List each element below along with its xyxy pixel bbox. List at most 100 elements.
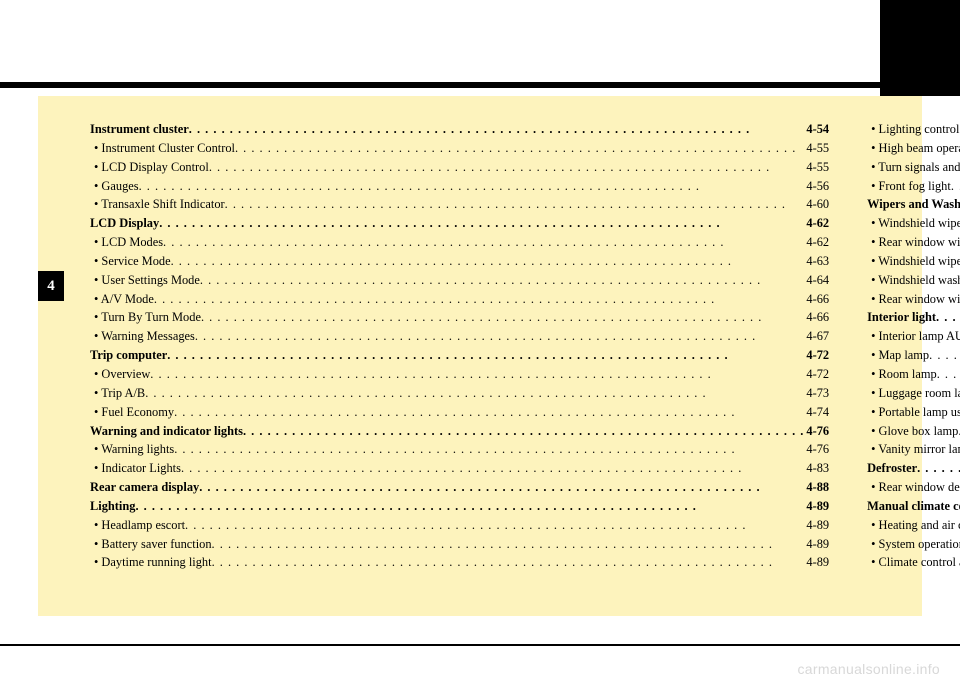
toc-row: • LCD Display Control 4-55 — [90, 158, 829, 177]
toc-dots — [212, 553, 805, 572]
toc-label: • User Settings Mode — [94, 271, 200, 290]
toc-label: • Turn signals and lane change signals — [871, 158, 960, 177]
toc-row: • Interior lamp AUTO cut 4-97 — [867, 327, 960, 346]
toc-row: • Instrument Cluster Control 4-55 — [90, 139, 829, 158]
toc-dots — [171, 252, 805, 271]
toc-dots — [951, 177, 960, 196]
toc-label: LCD Display — [90, 214, 159, 233]
toc-right-column: • Lighting control 4-90• High beam opera… — [867, 120, 960, 592]
toc-dots — [154, 290, 805, 309]
toc-row: • Battery saver function 4-89 — [90, 535, 829, 554]
toc-page: 4-89 — [804, 516, 829, 535]
toc-page: 4-62 — [804, 233, 829, 252]
toc-dots — [917, 459, 960, 478]
toc-label: • Front fog light — [871, 177, 951, 196]
toc-label: • Battery saver function — [94, 535, 212, 554]
toc-page: 4-60 — [804, 195, 829, 214]
toc-row: • Gauges 4-56 — [90, 177, 829, 196]
toc-columns: Instrument cluster 4-54• Instrument Clus… — [90, 120, 892, 592]
toc-label: • Rear window wiper/washer — [871, 233, 960, 252]
toc-dots — [243, 422, 804, 441]
toc-row: • Service Mode 4-63 — [90, 252, 829, 271]
toc-row: • Vanity mirror lamp 4-101 — [867, 440, 960, 459]
toc-row: • Map lamp 4-97 — [867, 346, 960, 365]
toc-label: • Luggage room lamp — [871, 384, 960, 403]
toc-left-column: Instrument cluster 4-54• Instrument Clus… — [90, 120, 829, 592]
toc-label: • Indicator Lights — [94, 459, 181, 478]
toc-page: 4-74 — [804, 403, 829, 422]
toc-label: Interior light — [867, 308, 936, 327]
toc-label: • Gauges — [94, 177, 139, 196]
toc-page: 4-72 — [804, 365, 829, 384]
toc-label: • Map lamp — [871, 346, 929, 365]
toc-row: • Rear window wiper/washer 4-94 — [867, 233, 960, 252]
toc-page: 4-56 — [804, 177, 829, 196]
toc-row: • LCD Modes 4-62 — [90, 233, 829, 252]
toc-label: Warning and indicator lights — [90, 422, 243, 441]
toc-row: • Turn signals and lane change signals 4… — [867, 158, 960, 177]
toc-dots — [201, 308, 804, 327]
toc-label: • Interior lamp AUTO cut — [871, 327, 960, 346]
toc-page: 4-89 — [804, 497, 829, 516]
toc-row: • Luggage room lamp 4-99 — [867, 384, 960, 403]
toc-row: Warning and indicator lights 4-76 — [90, 422, 829, 441]
toc-row: • Front fog light 4-93 — [867, 177, 960, 196]
toc-page: 4-62 — [804, 214, 829, 233]
toc-label: • LCD Modes — [94, 233, 163, 252]
toc-row: Manual climate control system 4-104 — [867, 497, 960, 516]
toc-dots — [929, 346, 960, 365]
toc-dots — [185, 516, 804, 535]
toc-row: • User Settings Mode 4-64 — [90, 271, 829, 290]
toc-page: 4-66 — [804, 308, 829, 327]
toc-label: • Trip A/B — [94, 384, 145, 403]
toc-label: • Glove box lamp — [871, 422, 958, 441]
black-corner — [880, 0, 960, 96]
toc-label: • Vanity mirror lamp — [871, 440, 960, 459]
toc-label: • Turn By Turn Mode — [94, 308, 201, 327]
toc-page: 4-72 — [804, 346, 829, 365]
toc-dots — [145, 384, 804, 403]
toc-dots — [159, 214, 804, 233]
toc-row: Lighting 4-89 — [90, 497, 829, 516]
toc-label: • Rear window wiper and washer switch — [871, 290, 960, 309]
toc-label: • Daytime running light — [94, 553, 212, 572]
toc-dots — [225, 195, 805, 214]
toc-label: Manual climate control system — [867, 497, 960, 516]
toc-page: 4-64 — [804, 271, 829, 290]
toc-row: • Lighting control 4-90 — [867, 120, 960, 139]
toc-page: 4-76 — [804, 440, 829, 459]
watermark: carmanualsonline.info — [798, 661, 941, 677]
toc-page: 4-73 — [804, 384, 829, 403]
toc-page: 4-89 — [804, 553, 829, 572]
toc-row: • Overview 4-72 — [90, 365, 829, 384]
toc-label: • Lighting control — [871, 120, 959, 139]
toc-row: Rear camera display 4-88 — [90, 478, 829, 497]
toc-row: • High beam operation 4-91 — [867, 139, 960, 158]
toc-row: • Headlamp escort 4-89 — [90, 516, 829, 535]
toc-label: • Fuel Economy — [94, 403, 174, 422]
toc-dots — [195, 327, 805, 346]
toc-page: 4-88 — [804, 478, 829, 497]
toc-label: • Portable lamp usage — [871, 403, 960, 422]
bottom-bar — [0, 644, 960, 646]
toc-label: • LCD Display Control — [94, 158, 209, 177]
toc-row: Defroster 4-102 — [867, 459, 960, 478]
toc-row: • Rear window wiper and washer switch 4-… — [867, 290, 960, 309]
toc-label: • Climate control air filter — [871, 553, 960, 572]
toc-page: 4-76 — [804, 422, 829, 441]
toc-row: Instrument cluster 4-54 — [90, 120, 829, 139]
toc-label: Defroster — [867, 459, 917, 478]
toc-row: • Trip A/B 4-73 — [90, 384, 829, 403]
toc-row: • Warning lights 4-76 — [90, 440, 829, 459]
toc-label: Instrument cluster — [90, 120, 189, 139]
toc-label: Wipers and Washers — [867, 195, 960, 214]
toc-row: • Portable lamp usage 4-99 — [867, 403, 960, 422]
toc-dots — [209, 158, 805, 177]
toc-row: • Room lamp 4-98 — [867, 365, 960, 384]
toc-dots — [174, 403, 804, 422]
toc-row: • Glove box lamp 4-101 — [867, 422, 960, 441]
toc-dots — [150, 365, 804, 384]
toc-dots — [181, 459, 804, 478]
toc-dots — [199, 478, 804, 497]
toc-label: • Transaxle Shift Indicator — [94, 195, 225, 214]
